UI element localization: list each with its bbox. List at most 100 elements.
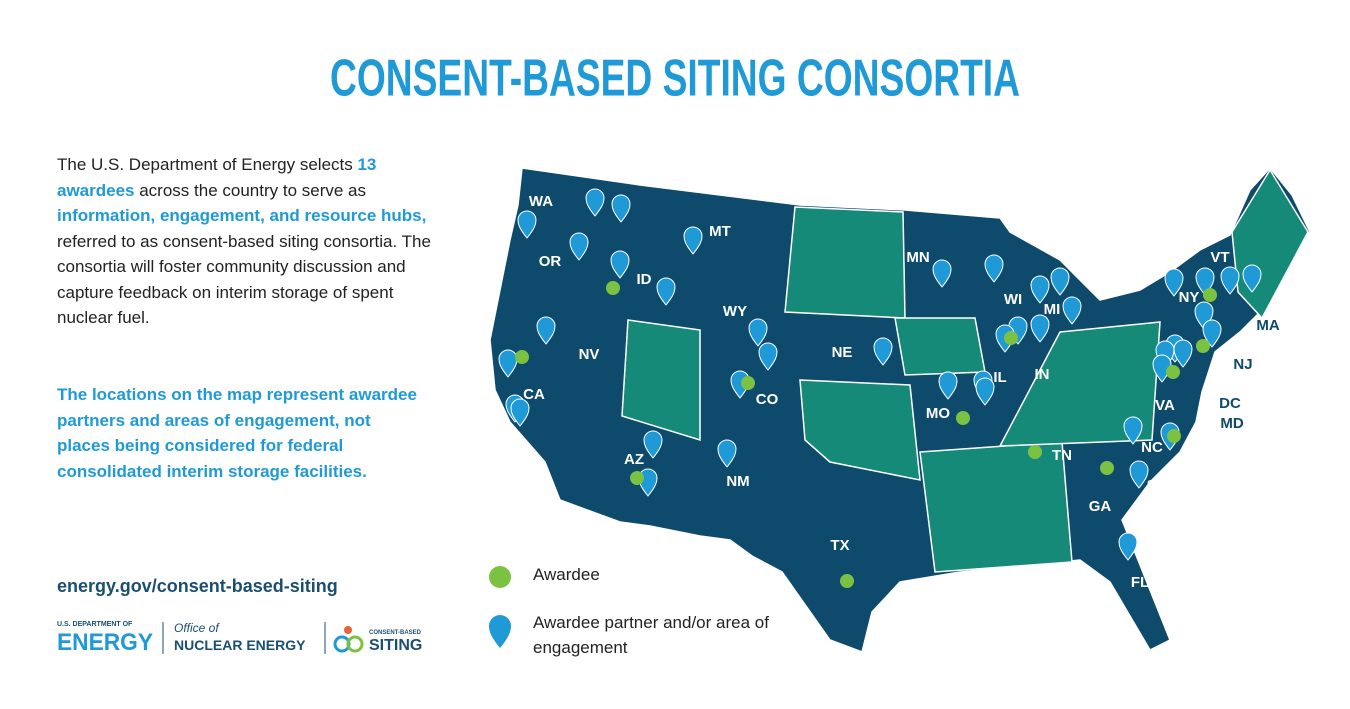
region-south	[919, 441, 1073, 573]
marker-dot	[1167, 429, 1181, 443]
marker-dot	[741, 376, 755, 390]
title: CONSENT-BASED SITING CONSORTIA	[330, 50, 1020, 108]
marker-pin	[758, 342, 778, 371]
url: energy.gov/consent-based-siting	[57, 576, 338, 596]
marker-pin	[643, 430, 663, 459]
marker-dot	[1004, 331, 1018, 345]
markers	[498, 188, 1262, 588]
intro-part: across the country to serve as	[134, 180, 366, 200]
state-label: WY	[723, 303, 747, 320]
marker-dot	[1028, 445, 1042, 459]
marker-pin	[932, 259, 952, 288]
note: The locations on the map represent award…	[57, 385, 417, 481]
region-dakotas	[784, 206, 906, 319]
state-labels: WA OR CA NV ID MT WY CO AZ NM TX NE MN WI MI IL IN MO TN GA…	[523, 193, 1280, 591]
marker-dot	[1196, 339, 1210, 353]
marker-pin	[975, 377, 995, 406]
state-label: IL	[993, 369, 1006, 386]
marker-pin	[517, 210, 537, 239]
state-label: CO	[756, 391, 779, 408]
region-new-england	[1231, 168, 1309, 320]
state-label: WI	[1004, 291, 1022, 308]
logo-text: U.S. DEPARTMENT OF	[57, 621, 133, 628]
marker-dot	[1166, 365, 1180, 379]
state-label: AZ	[624, 451, 644, 468]
state-label: FL	[1131, 574, 1149, 591]
state-label: GA	[1089, 498, 1112, 515]
state-label: SC	[1147, 477, 1168, 494]
state-label: MI	[1044, 301, 1061, 318]
state-label: MO	[926, 405, 950, 422]
region-ohio-valley	[998, 321, 1161, 447]
marker-pin	[1050, 267, 1070, 296]
marker-pin	[683, 226, 703, 255]
legend-label: Awardee	[533, 565, 600, 584]
marker-pin	[1030, 275, 1050, 304]
state-label: VT	[1210, 249, 1229, 266]
logo-text: ENERGY	[57, 629, 153, 656]
marker-pin	[1123, 416, 1143, 445]
state-label: MD	[1220, 415, 1243, 432]
state-label: TX	[830, 537, 849, 554]
marker-pin	[1062, 296, 1082, 325]
logo-icon	[346, 635, 364, 653]
marker-pin	[1164, 268, 1184, 297]
state-label: ID	[637, 271, 652, 288]
intro-text: The U.S. Department of Energy selects 13…	[57, 152, 432, 331]
logo-text: Office of	[174, 621, 220, 635]
marker-pin	[610, 250, 630, 279]
legend-label: Awardee partner and/or area of engagemen…	[533, 613, 769, 657]
marker-dot	[515, 350, 529, 364]
logo-text: SITING	[369, 637, 422, 654]
marker-dot	[630, 471, 644, 485]
logo-text: CONSENT-BASED	[369, 630, 422, 636]
state-label: MA	[1256, 317, 1279, 334]
legend-dot	[489, 566, 511, 588]
marker-dot	[1100, 461, 1114, 475]
region-iowa	[894, 317, 986, 376]
state-label: MT	[709, 223, 731, 240]
marker-pin	[1202, 319, 1222, 348]
marker-pin	[1242, 264, 1262, 293]
marker-pin	[938, 371, 958, 400]
state-label: NY	[1179, 289, 1200, 306]
state-label: OR	[539, 253, 562, 270]
marker-pin	[873, 337, 893, 366]
marker-pin	[510, 398, 530, 427]
state-label: NM	[726, 473, 749, 490]
state-label: VA	[1155, 397, 1175, 414]
marker-dot	[956, 411, 970, 425]
marker-pin	[536, 316, 556, 345]
intro-highlight: information, engagement, and resource hu…	[57, 206, 427, 225]
marker-pin	[1220, 266, 1240, 295]
state-label: CA	[523, 386, 545, 403]
intro-part: referred to as consent-based siting cons…	[57, 231, 431, 328]
state-label: MN	[906, 249, 929, 266]
marker-dot	[1203, 288, 1217, 302]
intro-part: The U.S. Department of Energy selects	[57, 155, 358, 174]
logos: U.S. DEPARTMENT OF ENERGY Office of NUCL…	[57, 621, 422, 656]
marker-dot	[606, 281, 620, 295]
marker-dot	[840, 574, 854, 588]
marker-pin	[656, 277, 676, 306]
marker-pin	[1129, 460, 1149, 489]
logo-icon	[344, 626, 352, 634]
marker-pin	[717, 439, 737, 468]
marker-pin	[1030, 314, 1050, 343]
state-label: DC	[1219, 395, 1241, 412]
intro-highlight: 13 awardees	[57, 155, 377, 200]
marker-pin	[1173, 339, 1193, 368]
state-label: NJ	[1233, 356, 1252, 373]
region-mountain	[621, 319, 701, 442]
marker-pin	[498, 349, 518, 378]
us-map	[489, 166, 1311, 653]
state-label: NE	[832, 344, 853, 361]
state-label: IN	[1035, 366, 1050, 383]
state-label: TN	[1052, 447, 1072, 464]
marker-pin	[984, 254, 1004, 283]
region-plains	[799, 379, 921, 481]
marker-pin	[569, 232, 589, 261]
marker-pin	[1118, 532, 1138, 561]
